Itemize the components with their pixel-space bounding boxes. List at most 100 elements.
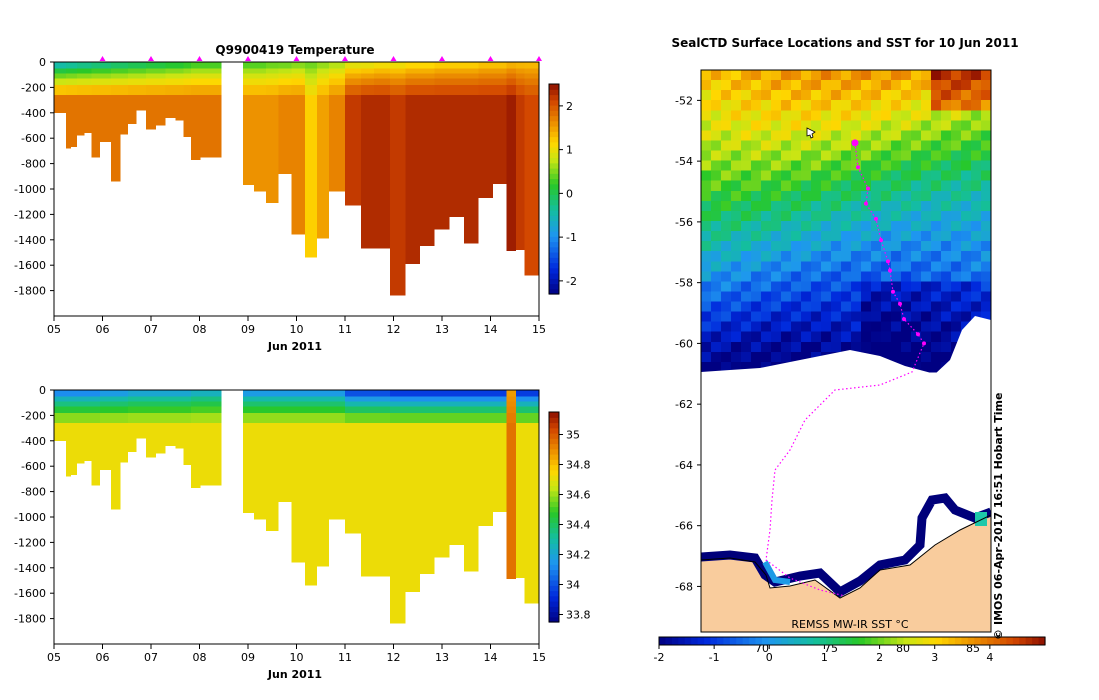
- profile-cell: [515, 62, 525, 69]
- sst-cell: [701, 200, 712, 212]
- sst-cell: [801, 210, 812, 222]
- sst-cell: [871, 221, 882, 232]
- sst-cell: [831, 341, 842, 353]
- sst-cell: [961, 70, 972, 81]
- y-tick-label: -400: [21, 435, 46, 448]
- profile-cell: [200, 68, 222, 74]
- sst-cell: [751, 210, 762, 222]
- colorbar-segment: [755, 637, 763, 645]
- colorbar-segment: [549, 278, 559, 285]
- x-tick-label: 05: [47, 651, 61, 664]
- sst-cell: [791, 351, 802, 363]
- sst-cell: [771, 351, 782, 363]
- sst-cell: [921, 80, 932, 91]
- profile-cell: [165, 396, 176, 402]
- sst-cell: [731, 160, 742, 172]
- sst-cell: [701, 210, 712, 222]
- sst-cell: [741, 321, 752, 333]
- salinity-section-chart: 05 06 07 08 09 10 11 12 13 14 15 0-200-400-600-800…: [14, 384, 590, 681]
- sst-cell: [821, 130, 832, 142]
- sst-cell: [801, 221, 812, 232]
- colorbar-frame: [658, 636, 1046, 646]
- x-tick-label: 11: [338, 651, 352, 664]
- sst-cell: [861, 271, 872, 282]
- profile-cell: [146, 78, 156, 85]
- sst-cell: [911, 301, 922, 313]
- profile-cell: [70, 68, 78, 74]
- sst-cell: [861, 311, 872, 323]
- sst-cell: [981, 301, 991, 313]
- colorbar-segment: [761, 637, 769, 645]
- sst-cell: [921, 281, 932, 293]
- sst-cell: [791, 120, 802, 131]
- sst-cell: [781, 110, 792, 121]
- profile-cell: [191, 401, 201, 407]
- profile-cell: [183, 62, 192, 69]
- sst-cell: [901, 150, 912, 162]
- sst-cell: [881, 271, 892, 282]
- profile-cell: [266, 84, 279, 96]
- profile-cell: [254, 84, 267, 96]
- profile-cell: [463, 396, 479, 402]
- sst-cell: [971, 271, 982, 282]
- sst-cell: [791, 210, 802, 222]
- profile-cell: [405, 78, 421, 85]
- sst-cell: [801, 301, 812, 313]
- sst-cell: [871, 180, 882, 192]
- profile-cell: [524, 112, 539, 276]
- profile-cell: [70, 423, 78, 441]
- profile-cell: [360, 68, 375, 74]
- profile-cell: [506, 78, 516, 85]
- profile-cell: [317, 390, 330, 397]
- sst-cell: [941, 200, 952, 212]
- coastal-polynya: [762, 560, 791, 585]
- profile-cell: [291, 73, 305, 79]
- profile-cell: [54, 68, 67, 74]
- map-y-tick-label: -62: [675, 398, 693, 411]
- colorbar-tick-label: 1: [821, 651, 828, 664]
- sst-cell: [711, 90, 722, 101]
- sst-cell: [801, 160, 812, 172]
- map-y-tick-label: -66: [675, 520, 693, 533]
- profile-cell: [434, 423, 450, 441]
- sst-cell: [751, 150, 762, 162]
- profile-cell: [506, 423, 516, 441]
- sst-cell: [771, 271, 782, 282]
- profile-cell: [291, 390, 305, 397]
- profile-cell: [77, 84, 85, 96]
- sst-cell: [921, 180, 932, 192]
- x-tick-label: 08: [193, 651, 207, 664]
- profile-cell: [317, 406, 330, 413]
- sst-cell: [791, 321, 802, 333]
- sst-cell: [831, 180, 842, 192]
- colorbar-segment: [954, 637, 962, 645]
- colorbar-segment: [948, 637, 956, 645]
- sst-cell: [911, 361, 922, 373]
- sst-cell: [831, 130, 842, 142]
- sst-cell: [721, 361, 732, 373]
- colorbar-segment: [549, 595, 559, 602]
- profile-cell: [91, 406, 101, 413]
- sst-cell: [911, 170, 922, 182]
- profile-cell: [506, 390, 516, 397]
- sst-cell: [861, 251, 872, 262]
- sst-cell: [871, 271, 882, 282]
- profile-cell: [77, 401, 85, 407]
- colorbar-segment: [549, 585, 559, 592]
- sst-cell: [941, 180, 952, 192]
- profile-cell: [291, 95, 305, 113]
- sst-cell: [911, 351, 922, 363]
- sst-cell: [761, 341, 772, 353]
- profile-cell: [360, 440, 375, 577]
- sst-cell: [951, 331, 962, 343]
- colorbar-segment: [665, 637, 673, 645]
- sst-cell: [731, 241, 742, 252]
- sst-cell: [861, 190, 872, 202]
- sst-cell: [801, 251, 812, 262]
- profile-cell: [492, 73, 507, 79]
- sst-map-title: SealCTD Surface Locations and SST for 10…: [671, 36, 1018, 50]
- profile-cell: [506, 112, 516, 252]
- sst-cell: [881, 170, 892, 182]
- colorbar-tick-label: 0: [766, 651, 773, 664]
